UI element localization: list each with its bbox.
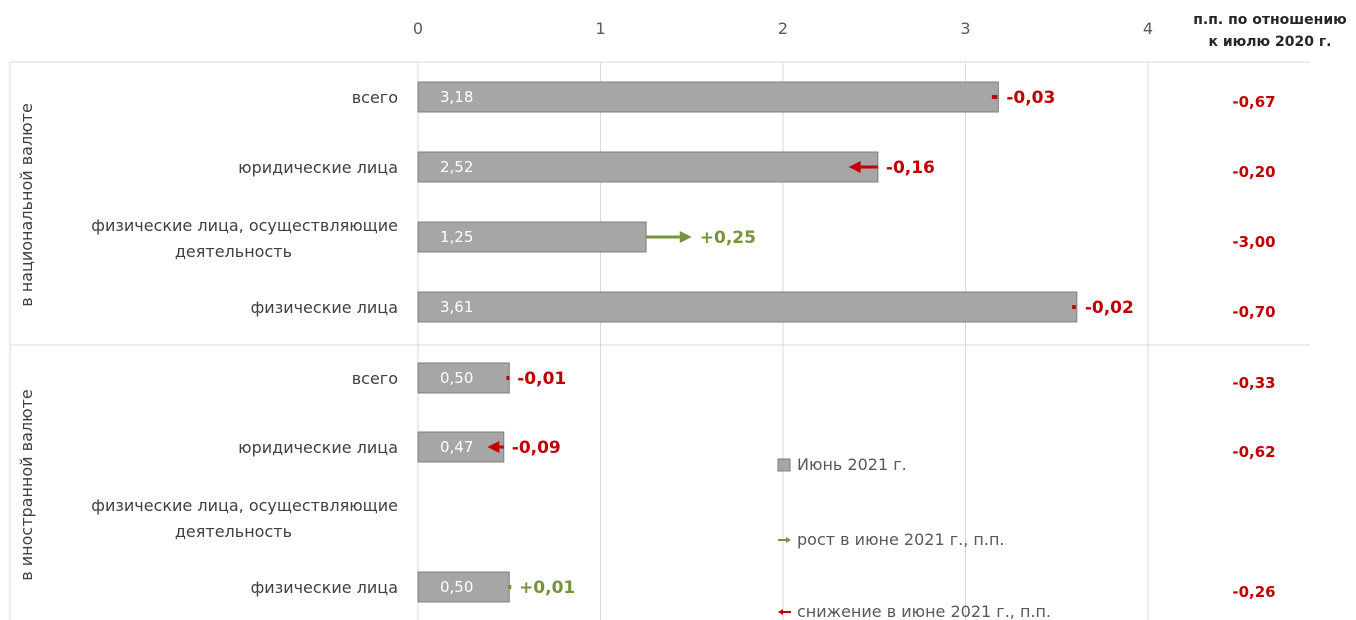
change-label: +0,01 [519, 578, 575, 598]
legend-label: Июнь 2021 г. [797, 455, 907, 474]
bar-value-label: 2,52 [440, 158, 473, 176]
bar-value-label: 1,25 [440, 228, 473, 246]
yoy-change-label: -3,00 [1232, 233, 1275, 251]
bar-value-label: 3,61 [440, 298, 473, 316]
bar [417, 362, 510, 394]
legend-decrease-arrow-head [778, 609, 783, 615]
yoy-change-label: -0,20 [1232, 163, 1275, 181]
category-label: физические лица [251, 578, 398, 597]
x-tick-label: 4 [1143, 19, 1153, 38]
category-label: юридические лица [238, 438, 398, 457]
legend-bar-swatch [777, 458, 791, 472]
category-label: физические лица, осуществляющие [91, 216, 398, 235]
bar [417, 151, 879, 183]
x-tick-label: 2 [778, 19, 788, 38]
change-label: -0,01 [517, 369, 566, 389]
yoy-change-label: -0,70 [1232, 303, 1275, 321]
x-tick-label: 1 [595, 19, 605, 38]
yoy-change-label: -0,67 [1232, 93, 1275, 111]
change-label: -0,16 [886, 158, 935, 178]
increase-arrow [508, 585, 512, 589]
bar-value-label: 0,50 [440, 369, 473, 387]
group-label: в национальной валюте [17, 103, 36, 307]
yoy-change-label: -0,26 [1232, 583, 1275, 601]
x-tick-label: 3 [960, 19, 970, 38]
x-tick-label: 0 [413, 19, 423, 38]
decrease-arrow [1072, 305, 1076, 309]
decrease-arrow [991, 95, 998, 99]
category-label: юридические лица [238, 158, 398, 177]
bar-value-label: 0,50 [440, 578, 473, 596]
decrease-arrow-head [848, 161, 861, 173]
legend-label: рост в июне 2021 г., п.п. [797, 530, 1004, 549]
bar-value-label: 0,47 [440, 438, 473, 456]
category-label: физические лица, осуществляющие [91, 496, 398, 515]
change-label: -0,03 [1006, 88, 1055, 108]
change-label: -0,02 [1085, 298, 1134, 318]
group-label: в иностранной валюте [17, 389, 36, 581]
yoy-change-label: -0,62 [1232, 443, 1275, 461]
category-label: всего [352, 369, 398, 388]
bar [417, 291, 1078, 323]
category-label: всего [352, 88, 398, 107]
legend-label: снижение в июне 2021 г., п.п. [797, 602, 1051, 620]
right-header-line: п.п. по отношению [1193, 12, 1347, 28]
bar [417, 571, 510, 603]
change-label: -0,09 [512, 438, 561, 458]
bar-value-label: 3,18 [440, 88, 473, 106]
right-header-line: к июлю 2020 г. [1208, 34, 1331, 50]
category-label: физические лица [251, 298, 398, 317]
change-label: +0,25 [700, 228, 756, 248]
bar [417, 81, 999, 113]
yoy-change-label: -0,33 [1232, 374, 1275, 392]
decrease-arrow-head [487, 441, 500, 453]
legend-increase-arrow-head [786, 537, 791, 543]
category-label-line2: деятельность [175, 242, 292, 261]
decrease-arrow [506, 376, 510, 380]
increase-arrow-head [679, 231, 692, 243]
category-label-line2: деятельность [175, 522, 292, 541]
